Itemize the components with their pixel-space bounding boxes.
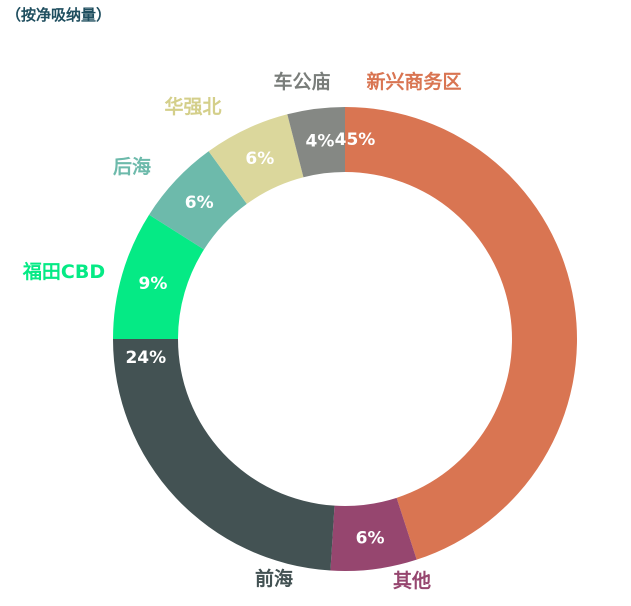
donut-slice-3 [113,339,335,571]
donut-slice-5 [149,151,247,250]
chart-title: （按净吸纳量） [6,6,112,24]
slice-label-4: 福田CBD [22,260,105,283]
slice-percent-2: 6% [356,528,385,548]
donut-slice-6 [208,114,304,204]
slice-label-5: 后海 [113,155,151,178]
slice-percent-4: 9% [139,274,168,294]
slice-percent-5: 6% [185,193,214,213]
slice-label-7: 车公庙 [273,70,330,93]
donut-slice-2 [330,497,417,571]
slice-percent-7: 4% [305,132,334,152]
donut-slice-4 [113,214,204,339]
slice-percent-1: 45% [335,130,376,150]
slice-percent-6: 6% [245,149,274,169]
slice-label-2: 其他 [393,569,431,592]
slice-label-1: 新兴商务区 [366,70,461,93]
slice-label-6: 华强北 [164,95,221,118]
slice-percent-3: 24% [125,348,166,368]
donut-slice-1 [345,107,578,560]
slice-label-3: 前海 [255,567,293,590]
donut-slice-7 [287,107,345,178]
